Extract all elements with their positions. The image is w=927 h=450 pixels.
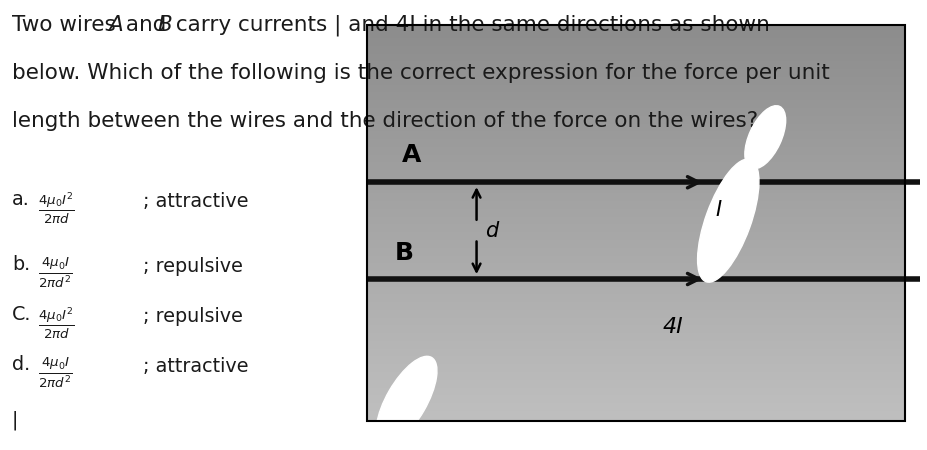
Text: ; attractive: ; attractive xyxy=(143,357,248,376)
Ellipse shape xyxy=(375,356,437,445)
Text: and: and xyxy=(119,15,173,35)
Bar xyxy=(366,25,904,421)
Text: $\frac{4\mu_0 I^2}{2\pi d}$: $\frac{4\mu_0 I^2}{2\pi d}$ xyxy=(38,190,74,226)
Text: $\frac{4\mu_0 I^2}{2\pi d}$: $\frac{4\mu_0 I^2}{2\pi d}$ xyxy=(38,305,74,341)
Text: d: d xyxy=(484,220,497,241)
Text: d.: d. xyxy=(12,355,31,374)
Text: $\frac{4\mu_0 I}{2\pi d^2}$: $\frac{4\mu_0 I}{2\pi d^2}$ xyxy=(38,355,72,390)
Ellipse shape xyxy=(744,106,785,169)
Text: carry currents | and 4I in the same directions as shown: carry currents | and 4I in the same dire… xyxy=(169,15,769,36)
Ellipse shape xyxy=(697,159,758,282)
Text: I: I xyxy=(715,200,720,220)
Text: |: | xyxy=(12,410,19,430)
Text: a.: a. xyxy=(12,190,30,209)
Text: b.: b. xyxy=(12,255,31,274)
Text: length between the wires and the direction of the force on the wires?: length between the wires and the directi… xyxy=(12,111,757,131)
Text: A: A xyxy=(401,143,421,167)
Text: 4I: 4I xyxy=(662,317,682,337)
Text: Two wires: Two wires xyxy=(12,15,122,35)
Text: ; attractive: ; attractive xyxy=(143,192,248,211)
Text: A: A xyxy=(108,15,122,35)
Text: ; repulsive: ; repulsive xyxy=(143,257,243,276)
Text: B: B xyxy=(157,15,171,35)
Text: $\frac{4\mu_0 I}{2\pi d^2}$: $\frac{4\mu_0 I}{2\pi d^2}$ xyxy=(38,255,72,290)
Text: B: B xyxy=(394,241,413,265)
Text: ; repulsive: ; repulsive xyxy=(143,307,243,326)
Text: below. Which of the following is the correct expression for the force per unit: below. Which of the following is the cor… xyxy=(12,63,829,83)
Text: C.: C. xyxy=(12,305,32,324)
